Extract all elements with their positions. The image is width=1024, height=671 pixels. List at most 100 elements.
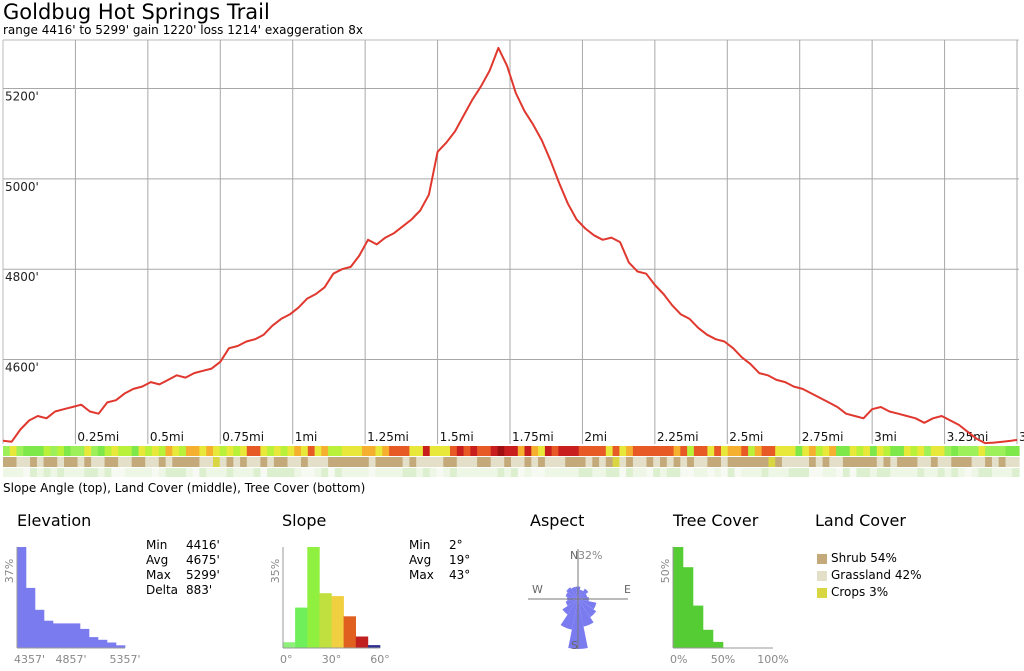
tree-cover-cell: [632, 468, 641, 477]
elevation-x-tick-label: 4357': [14, 653, 45, 666]
land-cover-cell: [36, 457, 45, 467]
slope-cell: [754, 446, 763, 456]
tree-cover-cell: [409, 468, 417, 477]
land-cover-cell: [605, 457, 614, 467]
land-cover-cell: [118, 457, 126, 467]
land-cover-cell: [16, 457, 24, 467]
tree-cover-cell: [856, 468, 864, 477]
tree-cover-cell: [463, 468, 471, 477]
land-cover-cell: [436, 457, 444, 467]
slope-cell: [233, 446, 241, 456]
slope-cell: [809, 446, 817, 456]
slope-cell: [666, 446, 675, 456]
land-cover-cell: [172, 457, 180, 467]
land-cover-cell: [653, 457, 661, 467]
tree-cover-cell: [9, 468, 18, 477]
tree-cover-cell: [172, 468, 180, 477]
tree-cover-cell: [226, 468, 234, 477]
tree-cover-cell: [978, 468, 986, 477]
tree-cover-cell: [213, 468, 221, 477]
tree-cover-cell: [998, 468, 1007, 477]
slope-cell: [355, 446, 363, 456]
tree-cover-cell: [84, 468, 92, 477]
elevation-stats: Min 4416' Avg 4675' Max 5299' Delta 883': [146, 538, 220, 598]
land-cover-cell: [416, 457, 424, 467]
land-cover-cell: [64, 457, 72, 467]
tree-cover-cell: [876, 468, 885, 477]
land-cover-cell: [971, 457, 979, 467]
slope-cell: [544, 446, 553, 456]
elevation-series-line: [2, 46, 1018, 445]
land-cover-cell: [687, 457, 695, 467]
tree-cover-cell: [693, 468, 702, 477]
land-cover-cell: [748, 457, 756, 467]
land-cover-cell: [822, 457, 830, 467]
slope-cell: [876, 446, 885, 456]
aspect-label-n: N: [570, 549, 578, 562]
tree-cover-cell: [592, 468, 600, 477]
slope-cell: [734, 446, 742, 456]
tree-cover-cell: [16, 468, 24, 477]
land-cover-cell: [632, 457, 641, 467]
crops-swatch: [817, 587, 827, 598]
tree-cover-cell: [870, 468, 878, 477]
land-cover-cell: [727, 457, 736, 467]
tree-cover-cell: [700, 468, 709, 477]
land-cover-cell: [572, 457, 580, 467]
land-cover-cell: [158, 457, 167, 467]
x-tick-label: 1.25mi: [367, 430, 409, 444]
x-tick-label: 0.25mi: [77, 430, 119, 444]
slope-x-tick-label: 30°: [322, 653, 342, 666]
tree-cover-cell: [714, 468, 722, 477]
slope-cell: [91, 446, 99, 456]
slope-cell: [287, 446, 295, 456]
tree-cover-cell: [219, 468, 228, 477]
tree-cover-cell: [422, 468, 431, 477]
slope-cell: [409, 446, 417, 456]
tree-cover-cell: [964, 468, 973, 477]
tree-cover-cell: [951, 468, 959, 477]
page-title: Goldbug Hot Springs Trail: [3, 0, 270, 24]
tree-cover-cell: [849, 468, 858, 477]
x-tick-label: 0.75mi: [222, 430, 264, 444]
land-cover-cell: [937, 457, 946, 467]
aspect-wedge: [565, 599, 578, 606]
stat-label: Max: [146, 568, 171, 582]
slope-cell: [246, 446, 255, 456]
land-cover-cell: [429, 457, 438, 467]
land-cover-cell: [802, 457, 810, 467]
tree-cover-cell: [375, 468, 383, 477]
tree-cover-cell: [294, 468, 302, 477]
elevation-bar: [80, 628, 90, 648]
land-cover-cell: [849, 457, 858, 467]
slope-cell: [660, 446, 668, 456]
slope-cell: [795, 446, 803, 456]
tree-cover-cell: [436, 468, 444, 477]
land-cover-cell: [362, 457, 370, 467]
slope-x-tick-label: 60°: [370, 653, 390, 666]
tree-cover-cell: [971, 468, 979, 477]
land-cover-cell: [124, 457, 133, 467]
tree-cover-cell: [836, 468, 844, 477]
land-cover-cell: [565, 457, 573, 467]
aspect-wedge: [560, 599, 578, 630]
land-cover-cell: [646, 457, 654, 467]
slope-cell: [470, 446, 478, 456]
land-cover-cell: [213, 457, 221, 467]
land-cover-cell: [991, 457, 1000, 467]
land-cover-cell: [944, 457, 952, 467]
land-cover-cell: [1005, 457, 1013, 467]
tree-cover-cell: [788, 468, 797, 477]
land-cover-cell: [294, 457, 302, 467]
land-cover-cell: [402, 457, 410, 467]
land-cover-cell: [233, 457, 241, 467]
slope-cell: [944, 446, 952, 456]
tree-cover-cell: [781, 468, 790, 477]
slope-x-tick-label: 0°: [280, 653, 293, 666]
tree-cover-cell: [741, 468, 749, 477]
slope-cell: [165, 446, 173, 456]
aspect-wedge: [578, 589, 584, 599]
y-tick-label: 5000': [5, 180, 39, 194]
tree-cover-cell: [443, 468, 451, 477]
tree-cover-cell: [355, 468, 363, 477]
